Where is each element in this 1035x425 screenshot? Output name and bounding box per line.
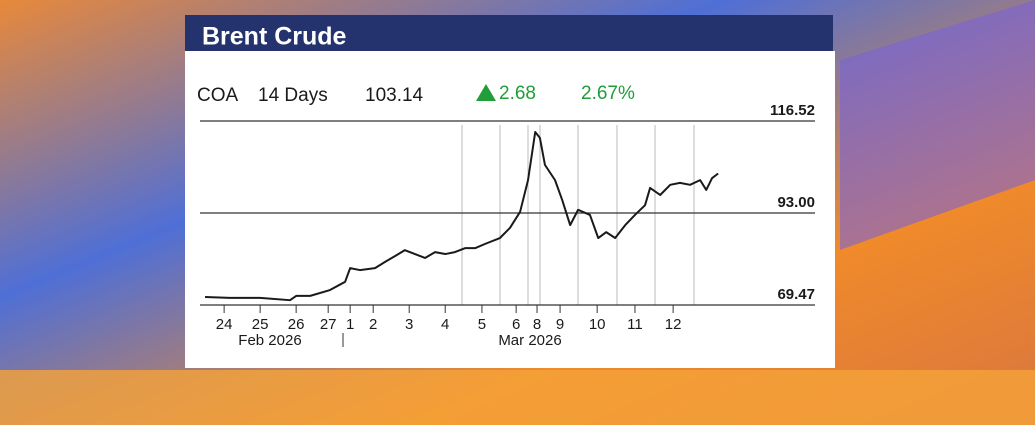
ticker: COA: [197, 85, 239, 106]
change: 2.68: [499, 83, 536, 104]
x-tick-label: 5: [478, 316, 486, 333]
x-tick-label: 1: [346, 316, 354, 333]
x-tick-label: 26: [288, 316, 305, 333]
backdrop-floor: [0, 370, 1035, 425]
x-tick-label: 27: [320, 316, 337, 333]
x-tick-label: 4: [441, 316, 449, 333]
y-tick-label: 69.47: [777, 286, 815, 303]
x-tick-label: 25: [252, 316, 269, 333]
chart-title: Brent Crude: [202, 23, 347, 51]
y-tick-label: 116.52: [770, 102, 815, 119]
x-tick-label: 10: [589, 316, 606, 333]
price-line: [205, 131, 719, 302]
x-tick-label: 9: [556, 316, 564, 333]
x-tick-label: 6: [512, 316, 520, 333]
period: 14 Days: [258, 85, 328, 106]
backdrop-shape: [840, 0, 1035, 250]
x-tick-label: 2: [369, 316, 377, 333]
panel: [185, 51, 835, 368]
up-arrow: [476, 84, 496, 101]
change-pct: 2.67%: [581, 83, 635, 104]
session-dividers: [461, 125, 695, 305]
month-label: Mar 2026: [498, 332, 561, 349]
x-tick-label: 11: [627, 316, 643, 333]
x-tick-label: 8: [533, 316, 541, 333]
month-label: Feb 2026: [238, 332, 301, 349]
x-tick-label: 24: [216, 316, 233, 333]
x-tick-label: 3: [405, 316, 413, 333]
last-price: 103.14: [365, 85, 424, 106]
y-tick-label: 93.00: [777, 194, 815, 211]
title-bar: [185, 15, 833, 51]
x-tick-label: 12: [665, 316, 682, 333]
